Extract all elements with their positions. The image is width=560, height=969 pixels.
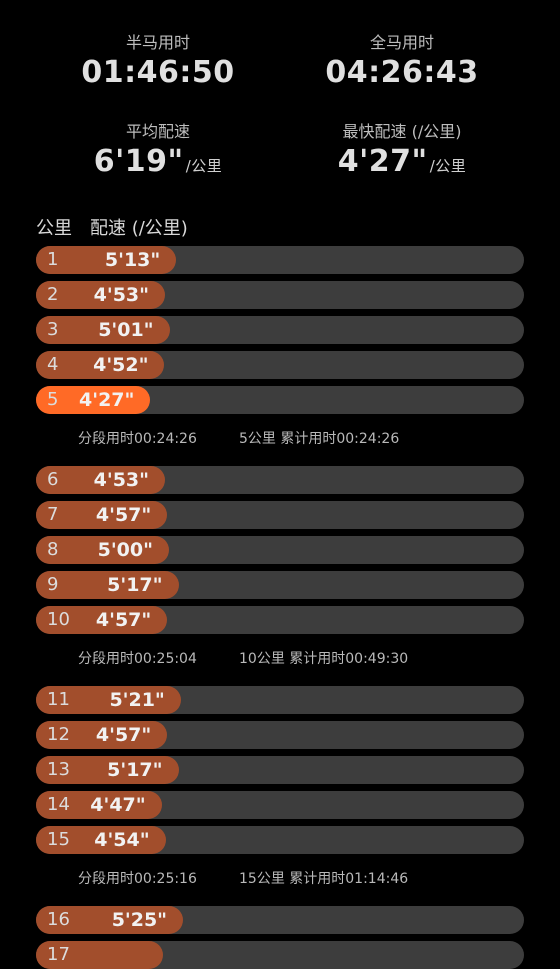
pace-bar — [36, 756, 179, 784]
km-number: 7 — [47, 504, 59, 525]
pace-value: 4'47" — [90, 794, 146, 816]
km-number: 4 — [47, 354, 59, 375]
fastest-pace-unit: /公里 — [429, 157, 467, 175]
full-marathon-time: 全马用时 04:26:43 — [262, 33, 542, 91]
pace-bar — [36, 501, 168, 529]
pace-row[interactable]: 7 4'57" — [36, 501, 524, 529]
average-pace-value-wrap: 6'19"/公里 — [18, 144, 298, 184]
km-number: 10 — [47, 609, 70, 630]
split-summary: 分段用时00:25:04 10公里 累计用时00:49:30 — [78, 650, 408, 668]
pace-bar — [36, 246, 177, 274]
pace-value: 4'54" — [94, 829, 150, 851]
pace-row[interactable]: 9 5'17" — [36, 571, 524, 599]
pace-bar — [36, 281, 166, 309]
km-number: 11 — [47, 689, 70, 710]
fastest-pace-value: 4'27" — [337, 144, 428, 179]
average-pace-label: 平均配速 — [125, 122, 190, 141]
full-marathon-value: 04:26:43 — [325, 55, 479, 90]
fastest-pace-label: 最快配速 (/公里) — [342, 122, 462, 141]
average-pace-value: 6'19" — [93, 144, 184, 179]
km-number: 14 — [47, 794, 70, 815]
fastest-pace: 最快配速 (/公里) 4'27"/公里 — [262, 122, 542, 184]
km-number: 17 — [47, 944, 70, 965]
split-segment-time: 分段用时00:25:16 — [78, 871, 197, 887]
pace-bar — [36, 791, 162, 819]
pace-row[interactable]: 12 4'57" — [36, 721, 524, 749]
pace-value: 5'17" — [107, 574, 163, 596]
km-number: 15 — [47, 829, 70, 850]
km-number: 13 — [47, 759, 70, 780]
km-number: 8 — [47, 539, 59, 560]
pace-value: 5'13" — [104, 249, 161, 271]
pace-bar — [36, 466, 166, 494]
pace-bar — [36, 351, 165, 379]
pace-row[interactable]: 15 4'54" — [36, 826, 524, 854]
split-cumulative-time: 15公里 累计用时01:14:46 — [239, 871, 409, 887]
pace-value: 4'53" — [93, 469, 150, 491]
pace-row[interactable]: 6 4'53" — [36, 466, 524, 494]
pace-bar — [36, 721, 168, 749]
split-segment-time: 分段用时00:24:26 — [78, 431, 197, 447]
pace-row[interactable]: 14 4'47" — [36, 791, 524, 819]
km-number: 9 — [47, 574, 59, 595]
pace-value: 5'01" — [98, 319, 154, 341]
pace-bar-fastest — [36, 386, 151, 414]
pace-value: 5'17" — [107, 759, 163, 781]
split-segment-time: 分段用时00:25:04 — [78, 651, 197, 667]
half-marathon-time: 半马用时 01:46:50 — [18, 33, 298, 91]
split-summary: 分段用时00:25:16 15公里 累计用时01:14:46 — [78, 870, 408, 888]
km-number: 16 — [47, 909, 70, 930]
average-pace: 平均配速 6'19"/公里 — [18, 122, 298, 184]
column-pace-label: 配速 (/公里) — [90, 218, 188, 239]
pace-value: 5'00" — [97, 539, 153, 561]
pace-row[interactable]: 10 4'57" — [36, 606, 524, 634]
km-number: 1 — [47, 249, 59, 270]
half-marathon-value: 01:46:50 — [81, 55, 235, 90]
km-number: 6 — [47, 469, 59, 490]
km-number: 5 — [47, 389, 59, 410]
pace-value: 4'53" — [93, 284, 150, 306]
pace-bar — [36, 906, 184, 934]
average-pace-unit: /公里 — [185, 157, 223, 175]
half-marathon-label: 半马用时 — [125, 33, 190, 52]
split-summary: 分段用时00:24:26 5公里 累计用时00:24:26 — [78, 430, 399, 448]
pace-value: 4'27" — [79, 389, 135, 411]
pace-bar — [36, 316, 170, 344]
fastest-pace-value-wrap: 4'27"/公里 — [262, 144, 542, 184]
pace-bar — [36, 826, 166, 854]
pace-row[interactable]: 13 5'17" — [36, 756, 524, 784]
pace-row[interactable]: 11 5'21" — [36, 686, 524, 714]
pace-value: 5'25" — [111, 909, 168, 931]
pace-bar — [36, 606, 168, 634]
split-cumulative-time: 10公里 累计用时00:49:30 — [239, 651, 409, 667]
pace-value: 4'52" — [93, 354, 149, 376]
pace-row[interactable]: 5 4'27" — [36, 386, 524, 414]
pace-row[interactable]: 8 5'00" — [36, 536, 524, 564]
km-number: 12 — [47, 724, 70, 745]
pace-bar — [36, 571, 179, 599]
pace-value: 4'57" — [95, 609, 152, 631]
km-number: 2 — [47, 284, 59, 305]
summary-stats: 半马用时 01:46:50 全马用时 04:26:43 平均配速 6'19"/公… — [0, 0, 560, 200]
pace-row[interactable]: 2 4'53" — [36, 281, 524, 309]
pace-value: 4'57" — [95, 724, 152, 746]
pace-row[interactable]: 4 4'52" — [36, 351, 524, 379]
pace-value: 4'57" — [95, 504, 152, 526]
pace-bar — [36, 686, 181, 714]
pace-row[interactable]: 16 5'25" — [36, 906, 524, 934]
pace-row[interactable]: 17 — [36, 941, 524, 969]
pace-value: 5'21" — [109, 689, 165, 711]
split-cumulative-time: 5公里 累计用时00:24:26 — [239, 431, 400, 447]
pace-list-header: 公里 配速 (/公里) — [36, 214, 206, 240]
full-marathon-label: 全马用时 — [369, 33, 434, 52]
column-km-label: 公里 — [36, 218, 72, 239]
pace-row[interactable]: 3 5'01" — [36, 316, 524, 344]
pace-bar — [36, 536, 169, 564]
pace-row[interactable]: 1 5'13" — [36, 246, 524, 274]
km-number: 3 — [47, 319, 59, 340]
